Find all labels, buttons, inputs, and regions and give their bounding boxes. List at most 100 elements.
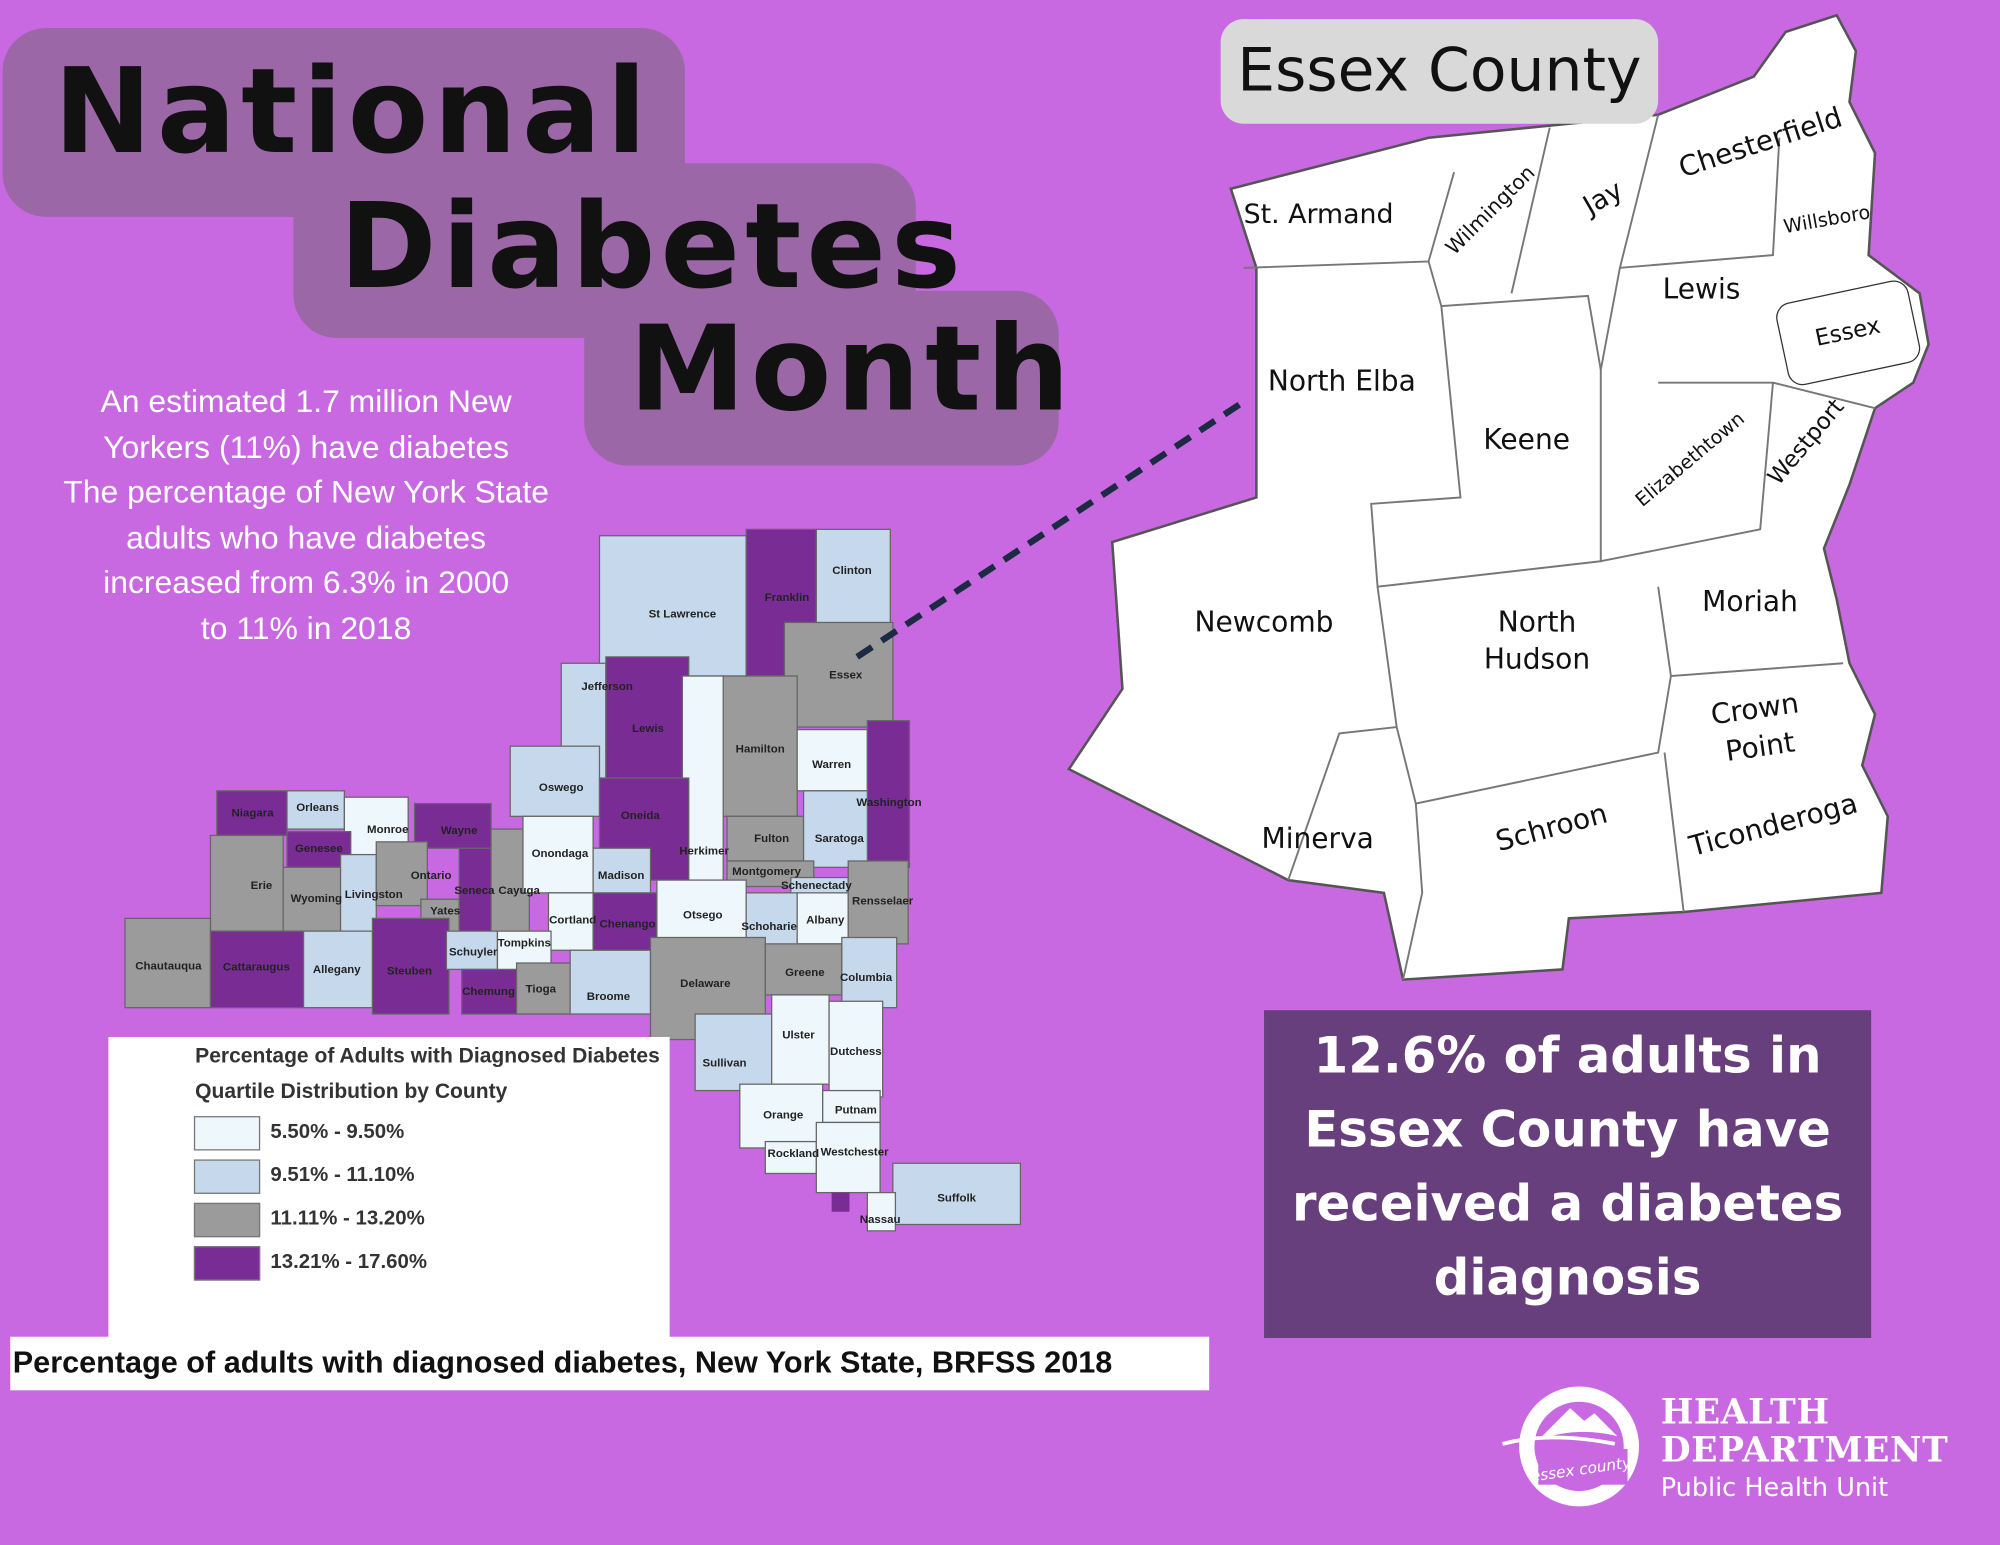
legend-label: 11.11% - 13.20%: [270, 1207, 425, 1230]
county-label: Saratoga: [815, 833, 865, 845]
essex-county-logo-emblem: essex county: [1502, 1386, 1640, 1507]
connector-line: [855, 399, 1246, 660]
county-label: Broome: [587, 991, 630, 1003]
county-label: Cattaraugus: [223, 962, 290, 974]
town-label-st-armand: St. Armand: [1243, 198, 1394, 230]
logo-line-health: HEALTH: [1660, 1392, 1830, 1433]
county-label: Genesee: [295, 843, 343, 855]
intro-line: The percentage of New York State: [63, 474, 549, 511]
county-label: Cortland: [549, 914, 596, 926]
county-ontario: [375, 841, 428, 907]
county-rensselaer: [847, 860, 909, 945]
county-label: Columbia: [840, 972, 893, 984]
county-schuyler: [445, 930, 499, 971]
legend-label: 5.50% - 9.50%: [270, 1121, 405, 1143]
county-chautauqua: [124, 917, 212, 1009]
county-label: Oneida: [621, 810, 660, 822]
county-nassau: [866, 1191, 897, 1232]
stat-line: received a diabetes: [1291, 1176, 1844, 1234]
intro-line: adults who have diabetes: [126, 519, 487, 556]
map-caption: Percentage of adults with diagnosed diab…: [10, 1336, 1210, 1391]
county-label: Clinton: [832, 565, 872, 577]
county-bronx: [831, 1192, 850, 1212]
county-label: Niagara: [232, 807, 275, 819]
county-label: Lewis: [632, 723, 664, 735]
county-label: Westchester: [821, 1147, 890, 1159]
town-label-moriah: Moriah: [1702, 586, 1798, 619]
town-borders: [1243, 114, 1876, 980]
title-diabetes: Diabetes: [339, 178, 967, 316]
county-label: Chemung: [462, 986, 515, 998]
county-label: Livingston: [345, 889, 403, 901]
county-label: Schoharie: [741, 921, 796, 933]
town-label-north-elba: North Elba: [1267, 366, 1416, 398]
county-label: Chenango: [600, 918, 656, 930]
county-label: Chautauqua: [135, 960, 202, 972]
county-label: Rockland: [768, 1148, 820, 1160]
county-label: Warren: [812, 759, 851, 771]
county-label: Ontario: [411, 870, 452, 882]
county-label: Putnam: [835, 1105, 877, 1117]
county-label: Rensselaer: [852, 895, 914, 907]
county-sullivan: [694, 1013, 779, 1092]
essex-county-title: Essex County: [1220, 19, 1659, 124]
county-label: Tioga: [526, 983, 557, 995]
county-label: Tompkins: [498, 937, 551, 949]
county-label: Steuben: [387, 965, 432, 977]
county-label: Herkimer: [679, 846, 729, 858]
county-label: Montgomery: [732, 866, 801, 878]
stat-line: diagnosis: [1433, 1249, 1702, 1308]
county-clinton: [815, 528, 891, 626]
county-wyoming: [282, 866, 342, 932]
county-columbia: [841, 936, 898, 1009]
legend-label: 13.21% - 17.60%: [270, 1251, 427, 1273]
county-steuben: [371, 917, 450, 1015]
county-st-lawrence: [598, 535, 747, 677]
legend-subtitle: Quartile Distribution by County: [195, 1080, 508, 1104]
essex-stat-box: 12.6% of adults in Essex County have rec…: [1264, 1010, 1872, 1339]
county-label: Albany: [806, 914, 845, 926]
county-label: Madison: [598, 870, 645, 882]
county-chemung: [461, 968, 518, 1015]
county-rockland: [764, 1140, 817, 1175]
county-label: Franklin: [765, 592, 810, 604]
county-label: St Lawrence: [649, 608, 717, 620]
county-saratoga: [802, 790, 868, 868]
legend-swatch: [193, 1159, 261, 1194]
intro-line: An estimated 1.7 million New: [100, 383, 512, 420]
stat-line: 12.6% of adults in: [1313, 1028, 1822, 1086]
county-lewis: [605, 656, 690, 779]
town-label-minerva: Minerva: [1261, 823, 1374, 856]
county-greene: [764, 943, 843, 996]
county-label: Sullivan: [702, 1057, 746, 1069]
title-national: National: [53, 43, 652, 180]
town-label-north-hudson: North Hudson: [1483, 606, 1591, 677]
county-hamilton: [720, 675, 798, 817]
essex-outline: [1067, 13, 1930, 981]
county-label: Cayuga: [498, 885, 540, 897]
county-label: Ulster: [782, 1029, 815, 1041]
county-label: Yates: [430, 906, 460, 918]
intro-text: An estimated 1.7 million New Yorkers (11…: [26, 380, 587, 652]
county-label: Wayne: [441, 825, 478, 837]
stat-line: Essex County have: [1304, 1102, 1831, 1160]
county-label: Dutchess: [830, 1046, 882, 1058]
county-onondaga: [522, 815, 594, 894]
county-label: Orleans: [296, 802, 339, 814]
legend-swatch: [193, 1202, 261, 1238]
county-fulton: [726, 815, 805, 862]
county-label: Onondaga: [532, 848, 589, 860]
county-washington: [866, 720, 911, 868]
county-label: Seneca: [454, 885, 495, 897]
county-essex: [783, 621, 894, 728]
legend-swatch: [193, 1116, 261, 1151]
county-label: Otsego: [683, 909, 723, 921]
legend-label: 9.51% - 11.10%: [270, 1164, 415, 1187]
county-cattaraugus: [209, 930, 305, 1009]
title-month: Month: [628, 301, 1075, 438]
county-label: Schuyler: [449, 946, 498, 958]
county-label: Washington: [856, 797, 921, 809]
